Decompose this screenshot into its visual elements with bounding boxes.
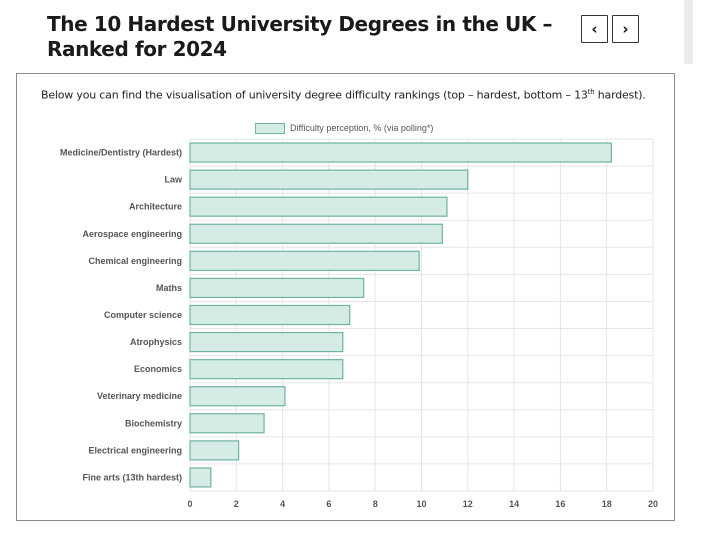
category-label: Biochemistry bbox=[125, 418, 182, 428]
x-tick-label: 20 bbox=[648, 499, 658, 509]
bar-chart: Medicine/Dentistry (Hardest) Law Architect… bbox=[60, 138, 658, 509]
category-label: Computer science bbox=[104, 310, 182, 320]
bar[interactable] bbox=[189, 277, 365, 299]
bar[interactable] bbox=[189, 359, 344, 380]
category-label: Law bbox=[164, 175, 183, 185]
category-label: Veterinary medicine bbox=[97, 391, 182, 401]
x-tick-label: 0 bbox=[187, 499, 192, 509]
x-tick-label: 10 bbox=[416, 499, 426, 509]
next-arrow-button[interactable]: › bbox=[612, 15, 639, 43]
category-labels: Medicine/Dentistry (Hardest) Law Architect… bbox=[60, 148, 183, 483]
x-tick-label: 16 bbox=[555, 499, 565, 509]
chart-card: Below you can find the visualisation of … bbox=[16, 73, 675, 521]
previous-arrow-button[interactable]: ‹ bbox=[581, 15, 608, 43]
legend-label: Difficulty perception, % (via polling*) bbox=[290, 123, 434, 133]
chart-legend[interactable]: Difficulty perception, % (via polling*) bbox=[255, 122, 433, 134]
bar[interactable] bbox=[189, 169, 469, 190]
x-tick-label: 18 bbox=[602, 499, 612, 509]
chart-intro-text: Below you can find the visualisation of … bbox=[41, 88, 646, 102]
bar[interactable] bbox=[189, 331, 344, 353]
bar[interactable] bbox=[189, 223, 443, 244]
category-label: Atrophysics bbox=[130, 337, 182, 347]
category-label: Aerospace engineering bbox=[82, 229, 182, 239]
scrollbar-track[interactable] bbox=[684, 0, 693, 64]
bar[interactable] bbox=[189, 250, 420, 271]
category-label: Chemical engineering bbox=[88, 256, 182, 266]
bar[interactable] bbox=[189, 142, 612, 163]
category-label: Maths bbox=[156, 283, 182, 293]
category-label: Economics bbox=[134, 364, 182, 374]
bar[interactable] bbox=[189, 196, 448, 217]
x-tick-label: 8 bbox=[373, 499, 378, 509]
x-tick-label: 14 bbox=[509, 499, 519, 509]
page-title: The 10 Hardest University Degrees in the… bbox=[47, 12, 553, 61]
bar[interactable] bbox=[189, 304, 351, 326]
category-label: Electrical engineering bbox=[88, 445, 182, 455]
bar[interactable] bbox=[189, 386, 286, 407]
category-label: Architecture bbox=[129, 202, 182, 212]
bar[interactable] bbox=[189, 440, 240, 461]
x-axis-ticks: 0 2 4 6 8 10 12 14 16 18 20 bbox=[187, 499, 658, 509]
category-label: Medicine/Dentistry (Hardest) bbox=[60, 148, 182, 158]
chevron-left-icon: ‹ bbox=[591, 20, 598, 38]
x-tick-label: 4 bbox=[280, 499, 285, 509]
chart-grid bbox=[189, 138, 654, 492]
x-tick-label: 2 bbox=[234, 499, 239, 509]
x-tick-label: 6 bbox=[326, 499, 331, 509]
x-tick-label: 12 bbox=[463, 499, 473, 509]
bar[interactable] bbox=[189, 467, 212, 488]
category-label: Fine arts (13th hardest) bbox=[82, 472, 182, 482]
chart-bars bbox=[189, 142, 612, 488]
bar[interactable] bbox=[189, 413, 265, 434]
chevron-right-icon: › bbox=[622, 20, 629, 38]
legend-swatch bbox=[255, 122, 285, 134]
